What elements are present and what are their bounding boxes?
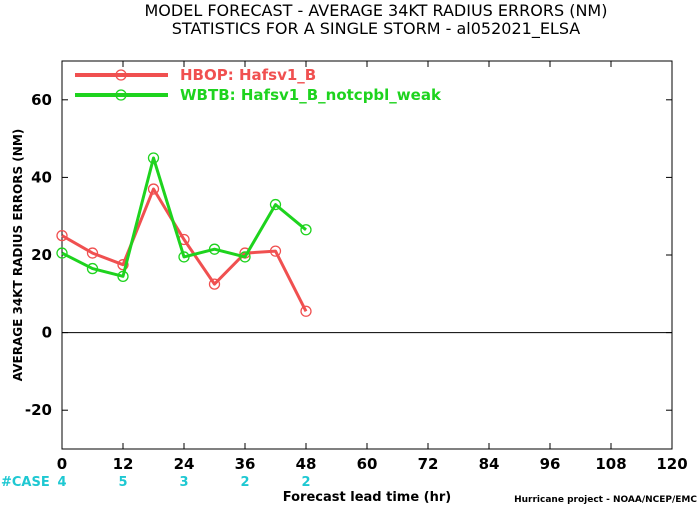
case-count-value: 3 bbox=[179, 475, 188, 490]
legend-swatch-marker bbox=[115, 69, 127, 81]
data-point bbox=[147, 183, 160, 195]
x-tick-label: 84 bbox=[479, 455, 500, 473]
x-tick-label: 108 bbox=[595, 455, 626, 473]
x-tick-label: 24 bbox=[174, 455, 195, 473]
case-count-value: 5 bbox=[118, 475, 127, 490]
data-point bbox=[117, 270, 129, 282]
case-count-header: #CASE bbox=[1, 475, 50, 490]
data-point bbox=[117, 259, 129, 271]
x-tick-label: 48 bbox=[296, 455, 317, 473]
legend-swatch-marker bbox=[115, 89, 127, 101]
x-tick-label: 12 bbox=[113, 455, 134, 473]
x-tick-label: 60 bbox=[357, 455, 378, 473]
data-point bbox=[56, 229, 68, 242]
legend-label: WBTB: Hafsv1_B_notcpbl_weak bbox=[180, 86, 442, 104]
legend-label: HBOP: Hafsv1_B bbox=[180, 66, 316, 84]
series-2 bbox=[56, 152, 312, 282]
x-tick-label: 36 bbox=[235, 455, 256, 473]
legend: HBOP: Hafsv1_B WBTB: Hafsv1_B_notcpbl_wea… bbox=[75, 66, 442, 104]
x-tick-label: 120 bbox=[656, 455, 687, 473]
x-axis-label: Forecast lead time (hr) bbox=[283, 490, 451, 505]
data-point bbox=[208, 278, 221, 290]
case-counts: #CASE 4 5 3 2 2 bbox=[1, 475, 311, 490]
case-count-value: 4 bbox=[57, 475, 66, 490]
case-count-value: 2 bbox=[301, 475, 310, 490]
data-point bbox=[86, 247, 99, 259]
y-tick-label: 20 bbox=[31, 246, 52, 264]
x-tick-label: 0 bbox=[57, 455, 67, 473]
y-tick-label: -20 bbox=[25, 401, 52, 419]
credit-text: Hurricane project - NOAA/NCEP/EMC bbox=[514, 495, 697, 505]
data-point bbox=[269, 245, 282, 257]
y-tick-label: 40 bbox=[31, 168, 52, 186]
x-tick-label: 96 bbox=[540, 455, 561, 473]
y-tick-label: 60 bbox=[31, 91, 52, 109]
series-line bbox=[61, 156, 307, 278]
data-point bbox=[300, 224, 312, 236]
y-axis-label: AVERAGE 34KT RADIUS ERRORS (NM) bbox=[11, 129, 25, 381]
data-point bbox=[86, 262, 99, 275]
data-point bbox=[178, 251, 190, 263]
data-point bbox=[147, 152, 160, 164]
chart-title-line-1: MODEL FORECAST - AVERAGE 34KT RADIUS ERR… bbox=[145, 1, 608, 20]
x-tick-label: 72 bbox=[418, 455, 439, 473]
data-point bbox=[269, 198, 282, 211]
case-count-value: 2 bbox=[240, 475, 249, 490]
plot-area-frame bbox=[61, 60, 673, 450]
data-point bbox=[239, 251, 251, 263]
data-point bbox=[300, 305, 312, 317]
data-point bbox=[56, 247, 68, 259]
series-1 bbox=[56, 183, 312, 317]
axis-ticks: 0 12 24 36 48 60 72 84 96 108 120 -20 0 20 40 60 bbox=[25, 61, 688, 473]
y-tick-label: 0 bbox=[42, 324, 52, 342]
series-line bbox=[61, 187, 308, 312]
chart-title-line-2: STATISTICS FOR A SINGLE STORM - al052021… bbox=[172, 19, 581, 39]
series-group bbox=[56, 152, 312, 317]
data-point bbox=[208, 243, 221, 255]
